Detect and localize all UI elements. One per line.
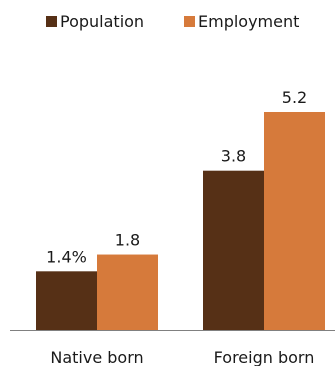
x-tick-label-foreign-born: Foreign born: [214, 348, 315, 366]
legend-label-population: Population: [60, 12, 145, 31]
bar-population-native-born: [36, 271, 97, 330]
legend-label-employment: Employment: [198, 12, 300, 31]
legend-item-employment: Employment: [184, 12, 299, 31]
legend: Population Employment: [0, 12, 335, 34]
legend-swatch-population: [46, 16, 57, 27]
data-label-employment-native-born: 1.8: [115, 231, 140, 250]
bar-population-foreign-born: [203, 170, 264, 330]
data-label-employment-foreign-born: 5.2: [282, 88, 307, 107]
legend-item-population: Population: [46, 12, 144, 31]
x-tick-label-native-born: Native born: [50, 348, 143, 366]
bar-employment-foreign-born: [264, 112, 325, 330]
bar-employment-native-born: [97, 254, 158, 330]
data-label-population-foreign-born: 3.8: [221, 147, 246, 166]
data-label-population-native-born: 1.4%: [46, 247, 87, 266]
legend-swatch-employment: [184, 16, 195, 27]
